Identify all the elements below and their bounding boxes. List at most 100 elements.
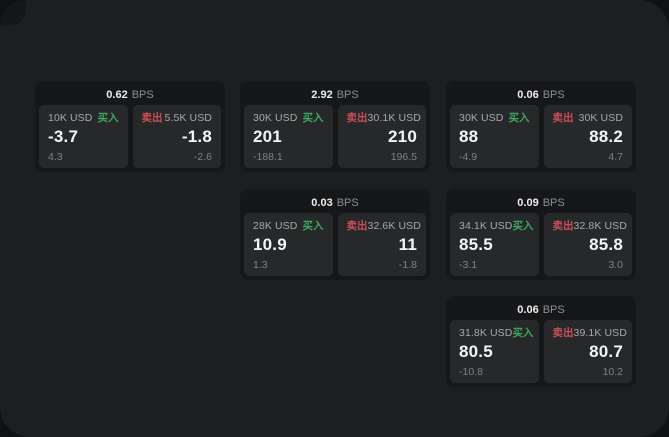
buy-side-label: 买入	[512, 327, 534, 339]
sell-meta-row: 卖出 5.5K USD	[142, 113, 213, 124]
quote-card: 0.06 BPS 31.8K USD 买入 80.5 -10.8 卖出 39.1…	[446, 296, 636, 387]
buy-delta: -10.8	[459, 365, 483, 378]
bps-value: 2.92	[311, 88, 333, 101]
buy-side-label: 买入	[97, 112, 119, 124]
sell-amount: 30K USD	[578, 112, 623, 124]
sell-price: 85.8	[589, 234, 623, 254]
card-header: 0.62 BPS	[39, 85, 221, 105]
buy-amount: 30K USD	[459, 112, 504, 124]
buy-price: 88	[459, 126, 479, 146]
sell-price: 88.2	[589, 126, 623, 146]
sell-panel[interactable]: 卖出 39.1K USD 80.7 10.2	[543, 320, 632, 383]
buy-panel[interactable]: 10K USD 买入 -3.7 4.3	[39, 105, 128, 168]
buy-side-label: 买入	[302, 112, 324, 124]
sell-side-label: 卖出	[552, 220, 574, 232]
sell-panel[interactable]: 卖出 32.6K USD 11 -1.8	[337, 213, 426, 276]
sell-meta-row: 卖出 32.8K USD	[552, 220, 627, 232]
buy-sell-panels: 10K USD 买入 -3.7 4.3 卖出 5.5K USD -1.8 -2.…	[39, 105, 221, 168]
sell-side-label: 卖出	[346, 220, 368, 232]
bps-unit-label: BPS	[542, 88, 565, 101]
buy-delta: -4.9	[459, 150, 478, 163]
sell-amount: 39.1K USD	[573, 327, 627, 339]
card-header: 0.03 BPS	[244, 193, 426, 213]
card-header: 0.06 BPS	[450, 85, 632, 105]
buy-price: 10.9	[253, 234, 287, 254]
buy-amount: 28K USD	[253, 220, 298, 232]
quote-card: 0.62 BPS 10K USD 买入 -3.7 4.3 卖出 5.5K USD…	[35, 81, 225, 172]
buy-sell-panels: 34.1K USD 买入 85.5 -3.1 卖出 32.8K USD 85.8…	[450, 213, 632, 276]
buy-price: 201	[253, 126, 282, 146]
sell-delta: 4.7	[608, 150, 623, 163]
buy-amount: 34.1K USD	[459, 220, 513, 232]
sell-price: 80.7	[589, 341, 623, 361]
buy-amount: 31.8K USD	[459, 327, 513, 339]
buy-sell-panels: 31.8K USD 买入 80.5 -10.8 卖出 39.1K USD 80.…	[450, 320, 632, 383]
buy-side-label: 买入	[508, 112, 530, 124]
buy-side-label: 买入	[512, 220, 534, 232]
bps-value: 0.03	[311, 196, 333, 209]
bps-value: 0.62	[106, 88, 128, 101]
bps-value: 0.06	[517, 88, 539, 101]
sell-delta: 10.2	[602, 365, 623, 378]
sell-meta-row: 卖出 32.6K USD	[346, 220, 421, 232]
buy-panel[interactable]: 30K USD 买入 88 -4.9	[450, 105, 539, 168]
buy-panel[interactable]: 30K USD 买入 201 -188.1	[244, 105, 333, 168]
card-header: 0.06 BPS	[450, 300, 632, 320]
buy-meta-row: 30K USD 买入	[253, 113, 324, 124]
sell-delta: 196.5	[390, 150, 417, 163]
sell-meta-row: 卖出 39.1K USD	[552, 327, 627, 339]
sell-price: -1.8	[181, 126, 212, 146]
buy-panel[interactable]: 34.1K USD 买入 85.5 -3.1	[450, 213, 539, 276]
buy-meta-row: 30K USD 买入	[459, 113, 530, 124]
buy-meta-row: 28K USD 买入	[253, 221, 324, 232]
sell-price: 210	[388, 126, 417, 146]
bps-value: 0.06	[517, 303, 539, 316]
sell-amount: 32.6K USD	[367, 220, 421, 232]
sell-panel[interactable]: 卖出 32.8K USD 85.8 3.0	[543, 213, 632, 276]
sell-side-label: 卖出	[552, 327, 574, 339]
sell-delta: -2.6	[193, 150, 212, 163]
buy-delta: 1.3	[253, 258, 268, 271]
sell-delta: 3.0	[608, 258, 623, 271]
sell-delta: -1.8	[398, 258, 417, 271]
buy-price: -3.7	[48, 126, 79, 146]
buy-meta-row: 31.8K USD 买入	[459, 327, 534, 339]
quote-card: 0.03 BPS 28K USD 买入 10.9 1.3 卖出 32.6K US…	[240, 189, 430, 280]
sell-amount: 32.8K USD	[573, 220, 627, 232]
sell-panel[interactable]: 卖出 30K USD 88.2 4.7	[543, 105, 632, 168]
buy-sell-panels: 30K USD 买入 201 -188.1 卖出 30.1K USD 210 1…	[244, 105, 426, 168]
sell-meta-row: 卖出 30.1K USD	[346, 112, 421, 124]
sell-side-label: 卖出	[346, 112, 368, 124]
card-header: 2.92 BPS	[244, 85, 426, 105]
buy-amount: 30K USD	[253, 112, 298, 124]
buy-delta: -3.1	[459, 258, 478, 271]
buy-price: 85.5	[459, 234, 493, 254]
quote-card: 2.92 BPS 30K USD 买入 201 -188.1 卖出 30.1K …	[240, 81, 430, 172]
buy-meta-row: 10K USD 买入	[48, 113, 119, 124]
bps-unit-label: BPS	[542, 196, 565, 209]
buy-panel[interactable]: 31.8K USD 买入 80.5 -10.8	[450, 320, 539, 383]
buy-meta-row: 34.1K USD 买入	[459, 220, 534, 232]
sell-side-label: 卖出	[552, 112, 574, 124]
buy-side-label: 买入	[302, 220, 324, 232]
buy-price: 80.5	[459, 341, 493, 361]
sell-panel[interactable]: 卖出 30.1K USD 210 196.5	[337, 105, 426, 168]
buy-sell-panels: 28K USD 买入 10.9 1.3 卖出 32.6K USD 11 -1.8	[244, 213, 426, 276]
sell-side-label: 卖出	[141, 112, 163, 124]
sell-amount: 30.1K USD	[367, 112, 421, 124]
card-header: 0.09 BPS	[450, 193, 632, 213]
buy-delta: -188.1	[253, 150, 283, 163]
sell-price: 11	[398, 234, 417, 254]
sell-panel[interactable]: 卖出 5.5K USD -1.8 -2.6	[132, 105, 221, 168]
bps-unit-label: BPS	[542, 303, 565, 316]
buy-panel[interactable]: 28K USD 买入 10.9 1.3	[244, 213, 333, 276]
bps-unit-label: BPS	[131, 88, 154, 101]
quote-card: 0.09 BPS 34.1K USD 买入 85.5 -3.1 卖出 32.8K…	[446, 189, 636, 280]
buy-amount: 10K USD	[48, 112, 93, 124]
buy-delta: 4.3	[48, 150, 63, 163]
quote-card: 0.06 BPS 30K USD 买入 88 -4.9 卖出 30K USD 8…	[446, 81, 636, 172]
sell-amount: 5.5K USD	[164, 112, 212, 124]
buy-sell-panels: 30K USD 买入 88 -4.9 卖出 30K USD 88.2 4.7	[450, 105, 632, 168]
bps-value: 0.09	[517, 196, 539, 209]
